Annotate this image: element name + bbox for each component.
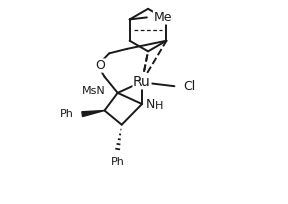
Polygon shape bbox=[82, 111, 105, 116]
Text: Cl: Cl bbox=[183, 80, 195, 93]
Text: MsN: MsN bbox=[82, 86, 106, 96]
Text: Ru: Ru bbox=[133, 75, 151, 89]
Text: O: O bbox=[96, 59, 105, 72]
Text: Me: Me bbox=[154, 11, 172, 24]
Text: H: H bbox=[155, 101, 164, 111]
Text: Ph: Ph bbox=[60, 109, 74, 119]
Text: N: N bbox=[146, 98, 155, 111]
Text: Ph: Ph bbox=[111, 157, 125, 167]
